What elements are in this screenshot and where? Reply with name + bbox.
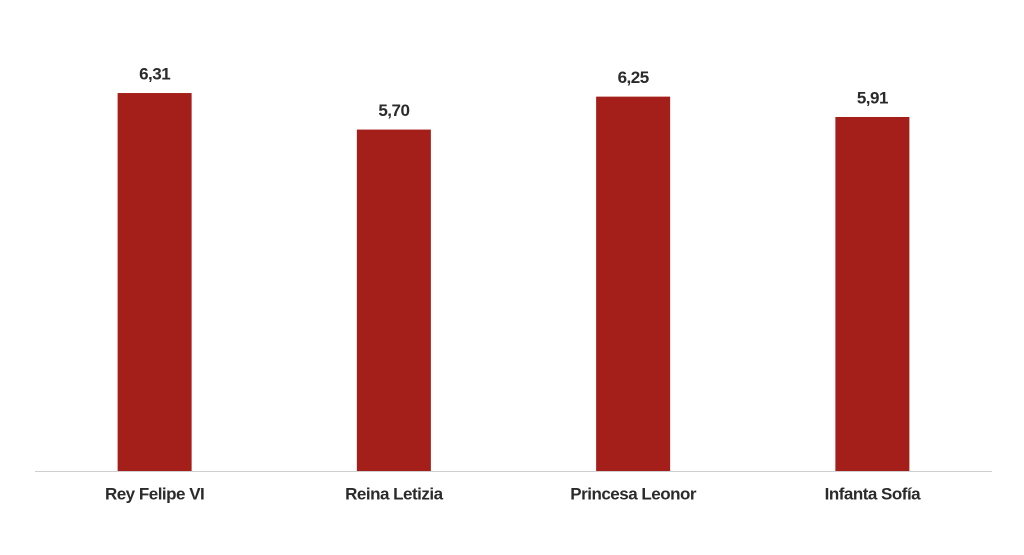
x-tick-label: Infanta Sofía: [825, 484, 922, 503]
value-label: 5,91: [857, 88, 888, 107]
x-tick-label: Rey Felipe VI: [105, 484, 204, 503]
value-label: 5,70: [378, 101, 409, 120]
x-tick-label: Princesa Leonor: [570, 484, 697, 503]
value-label: 6,25: [618, 68, 649, 87]
bar: [117, 93, 192, 471]
x-tick-label: Reina Letizia: [345, 484, 443, 503]
bar: [356, 129, 431, 471]
bar: [835, 116, 910, 471]
bar: [596, 96, 671, 471]
value-label: 6,31: [139, 65, 170, 84]
